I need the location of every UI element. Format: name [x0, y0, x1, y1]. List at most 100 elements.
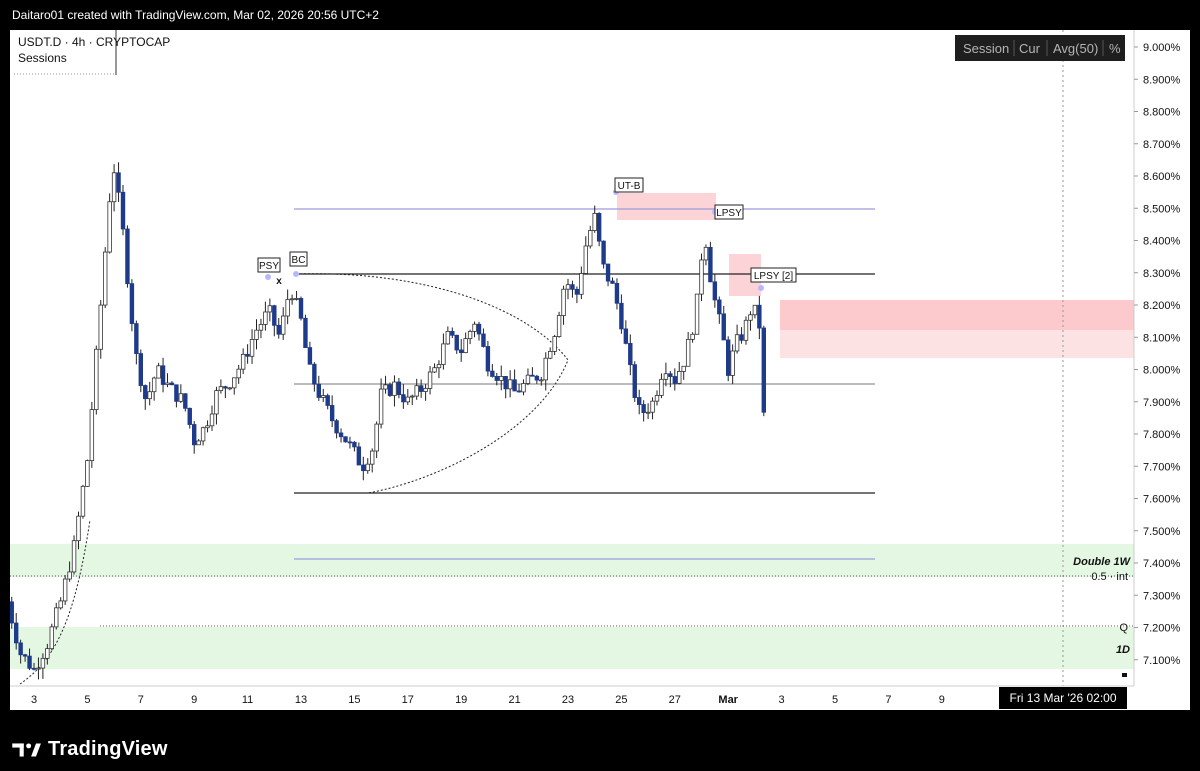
time-axis[interactable]: 3 5 7 9 11 13 15 17 19 21 23 25 27 Mar 3 5 7 9: [31, 694, 945, 706]
candle-up: [699, 259, 704, 295]
price-tick-label: 7.300%: [1143, 590, 1181, 602]
candle-up: [521, 383, 526, 393]
candle-up: [561, 288, 566, 316]
candle-down: [9, 601, 14, 624]
candle-down: [450, 330, 455, 336]
candle-up: [472, 323, 477, 332]
candle-down: [717, 299, 722, 315]
candle-down: [316, 383, 321, 398]
candle-up: [539, 379, 544, 382]
time-tick-label: 23: [562, 694, 574, 706]
candle-up: [156, 365, 161, 379]
candle-down: [325, 395, 330, 406]
lpsy2-dot: [758, 285, 764, 291]
price-tick-label: 8.500%: [1143, 203, 1181, 215]
sessions-legend[interactable]: Sessions: [18, 51, 67, 65]
label-utb-text: UT-B: [618, 181, 641, 192]
candle-up: [588, 230, 593, 247]
candle-down: [334, 420, 339, 434]
candle-up: [369, 450, 375, 465]
time-tick-label: 3: [779, 694, 785, 706]
price-tick-label: 8.900%: [1143, 74, 1181, 86]
symbol-legend[interactable]: USDT.D · 4h · CRYPTOCAP: [18, 35, 170, 49]
crosshair-time-label: Fri 13 Mar '26 02:00: [1009, 691, 1116, 705]
candle-up: [218, 386, 224, 391]
candle-up: [685, 338, 691, 367]
label-double-1w: Double 1W: [1073, 556, 1131, 568]
price-tick-label: 7.700%: [1143, 461, 1181, 473]
candle-down: [183, 393, 188, 409]
time-tick-label: 27: [669, 694, 681, 706]
price-axis[interactable]: 9.000% 8.900% 8.800% 8.700% 8.600% 8.500% 8.40…: [1134, 42, 1181, 667]
caption-bar: Daitaro01 created with TradingView.com, …: [0, 0, 1200, 30]
price-tick-label: 8.100%: [1143, 332, 1181, 344]
footer-bar: TradingView: [0, 710, 1200, 771]
candle-up: [36, 667, 41, 670]
candle-up: [414, 385, 419, 397]
candles-group: [5, 162, 766, 680]
candle-down: [329, 405, 335, 422]
candle-down: [387, 384, 393, 396]
candle-down: [596, 213, 602, 242]
candle-up: [392, 381, 397, 396]
candle-down: [401, 394, 406, 403]
candle-down: [761, 327, 766, 413]
price-chart[interactable]: PSY BC x UT-B LPSY LPSY [2] Double 1W 0.…: [5, 30, 1190, 710]
candle-down: [138, 353, 143, 386]
candle-up: [89, 409, 95, 462]
candle-down: [619, 302, 624, 330]
candle-up: [583, 245, 588, 274]
candle-up: [663, 373, 669, 380]
indicator-pct[interactable]: %: [1109, 41, 1121, 56]
candle-up: [365, 463, 370, 472]
candle-up: [54, 607, 59, 628]
candle-down: [490, 370, 495, 377]
candle-down: [143, 385, 148, 400]
candle-up: [565, 284, 571, 290]
candle-up: [249, 339, 255, 357]
candle-down: [223, 386, 228, 389]
indicator-avg[interactable]: Avg(50): [1053, 41, 1098, 56]
candle-down: [356, 446, 362, 466]
time-tick-label: 15: [348, 694, 360, 706]
price-tick-label: 7.200%: [1143, 623, 1181, 635]
candle-up: [432, 367, 437, 373]
candle-down: [361, 464, 366, 472]
chart-area[interactable]: PSY BC x UT-B LPSY LPSY [2] Double 1W 0.…: [5, 30, 1190, 710]
time-tick-label: 19: [455, 694, 467, 706]
candle-down: [303, 317, 308, 348]
supply-zone-utb: [617, 193, 716, 220]
accumulation-arc: [295, 273, 569, 494]
indicator-session[interactable]: Session: [963, 41, 1009, 56]
candle-down: [605, 263, 611, 282]
candle-up: [525, 374, 531, 384]
brand-name: TradingView: [48, 738, 168, 760]
indicator-panel[interactable]: Session Cur Avg(50) %: [955, 35, 1125, 61]
candle-up: [543, 357, 548, 381]
candle-up: [654, 395, 660, 402]
time-tick-label: 9: [191, 694, 197, 706]
candle-up: [743, 319, 749, 341]
time-tick-label: 3: [31, 694, 37, 706]
label-lpsy2-text: LPSY [2]: [754, 271, 794, 282]
candle-down: [614, 282, 620, 304]
candle-down: [125, 228, 130, 285]
candle-up: [436, 364, 442, 369]
candle-down: [160, 365, 166, 385]
candle-up: [240, 353, 246, 370]
price-tick-label: 7.100%: [1143, 655, 1181, 667]
candle-down: [454, 334, 459, 351]
candle-up: [111, 172, 117, 203]
demand-zone-lower: [10, 627, 1134, 669]
candle-down: [476, 323, 482, 335]
candle-down: [623, 328, 629, 344]
candle-down: [396, 381, 402, 396]
candle-up: [151, 377, 157, 393]
candle-up: [94, 348, 99, 411]
indicator-cur[interactable]: Cur: [1019, 41, 1041, 56]
brand[interactable]: TradingView: [12, 738, 168, 761]
candle-down: [312, 363, 317, 385]
time-tick-label: 5: [832, 694, 838, 706]
price-tick-label: 7.600%: [1143, 494, 1181, 506]
label-lpsy2: LPSY [2]: [750, 267, 797, 283]
